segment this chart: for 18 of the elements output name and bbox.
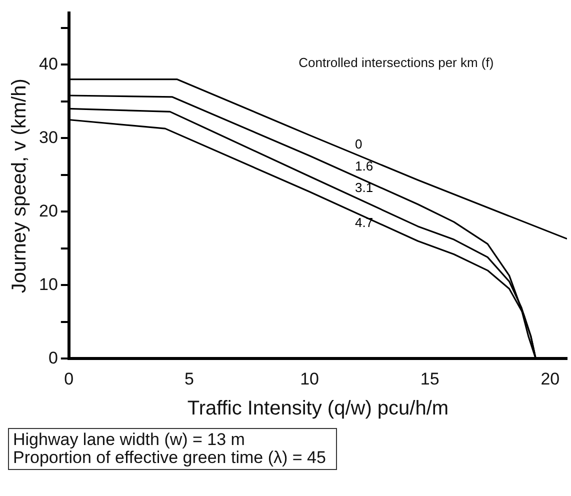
y-tick-label: 30 xyxy=(38,128,58,147)
text: Proportion of effective green time (λ) = 45 xyxy=(13,448,326,467)
y-tick-label: 10 xyxy=(38,274,58,294)
series-label: 0 xyxy=(355,136,362,152)
y-tick-label: 20 xyxy=(38,201,58,220)
x-tick-label: 15 xyxy=(420,369,440,388)
x-axis-title: Traffic Intensity (q/w) pcu/h/m xyxy=(187,398,449,420)
series-label: 1.6 xyxy=(355,158,374,174)
series-label: 3.1 xyxy=(355,180,374,195)
x-tick-label: 10 xyxy=(300,369,319,388)
y-axis-title: Journey speed, v (km/h) xyxy=(8,78,31,294)
legend-title: Controlled intersections per km (f) xyxy=(298,54,494,70)
x-tick-label: 5 xyxy=(184,369,194,388)
text: Highway lane width (w) = 13 m xyxy=(13,430,246,449)
x-tick-label: 0 xyxy=(64,369,74,388)
y-tick-label: 40 xyxy=(38,54,58,74)
y-tick-label: 0 xyxy=(48,348,58,368)
x-tick-label: 20 xyxy=(540,369,560,388)
